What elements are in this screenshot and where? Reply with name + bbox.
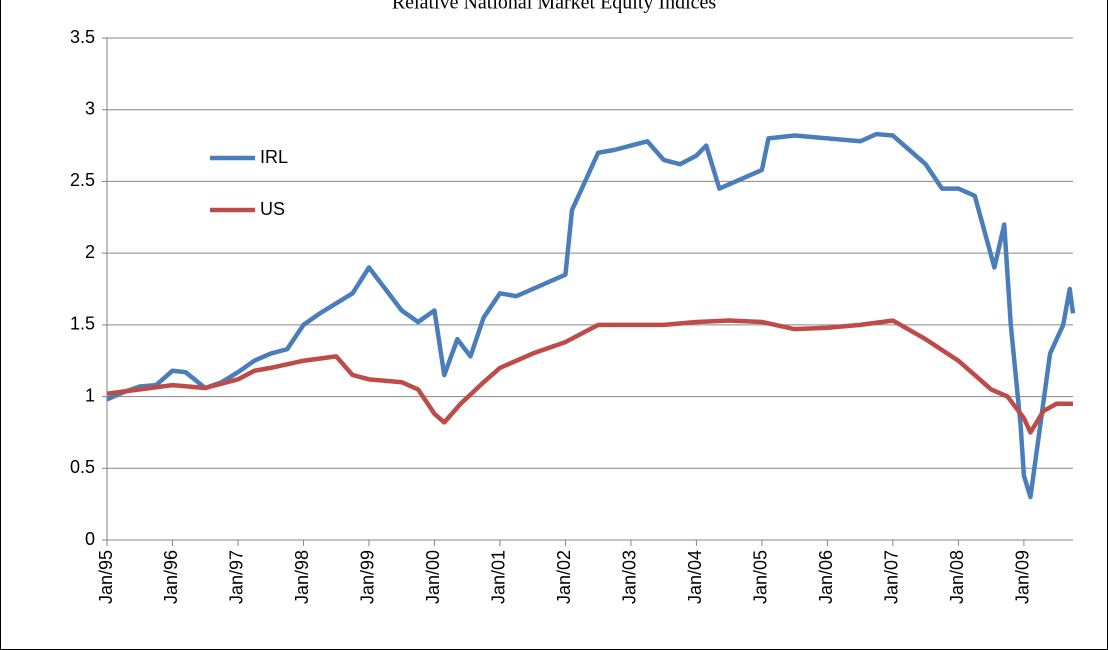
- x-tick-label: Jan/03: [620, 550, 640, 604]
- x-tick-label: Jan/96: [161, 550, 181, 604]
- y-tick-label: 2.5: [70, 170, 95, 190]
- y-tick-label: 1.5: [70, 314, 95, 334]
- x-tick-label: Jan/05: [751, 550, 771, 604]
- x-tick-label: Jan/01: [489, 550, 509, 604]
- x-tick-label: Jan/07: [882, 550, 902, 604]
- series-line: [106, 318, 1073, 435]
- y-tick-label: 2: [85, 242, 95, 262]
- x-tick-label: Jan/98: [292, 550, 312, 604]
- y-tick-label: 3.5: [70, 27, 95, 47]
- legend-label: IRL: [260, 147, 288, 167]
- x-tick-label: Jan/02: [554, 550, 574, 604]
- series-line: [106, 131, 1076, 500]
- x-tick-label: Jan/06: [816, 550, 836, 604]
- x-tick-label: Jan/09: [1013, 550, 1033, 604]
- y-tick-label: 1: [85, 385, 95, 405]
- x-tick-label: Jan/99: [358, 550, 378, 604]
- x-tick-label: Jan/00: [423, 550, 443, 604]
- x-tick-label: Jan/08: [947, 550, 967, 604]
- x-tick-label: Jan/95: [96, 550, 116, 604]
- x-tick-label: Jan/04: [685, 550, 705, 604]
- x-tick-label: Jan/97: [227, 550, 247, 604]
- legend-label: US: [260, 199, 285, 219]
- y-tick-label: 0.5: [70, 457, 95, 477]
- chart-title: Relative National Market Equity Indices: [392, 0, 717, 14]
- y-tick-label: 3: [85, 98, 95, 118]
- y-tick-label: 0: [85, 529, 95, 549]
